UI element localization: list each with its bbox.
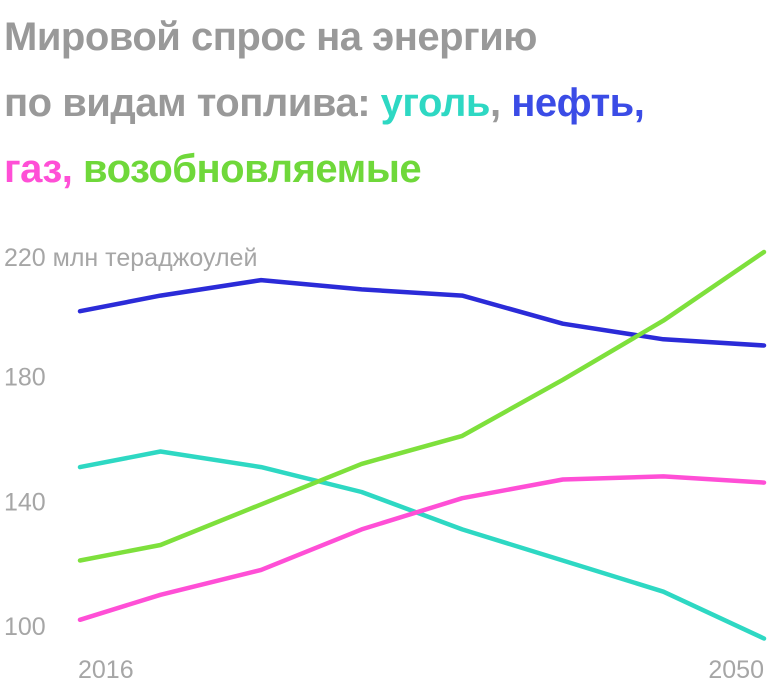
series-line-0 bbox=[77, 277, 767, 348]
title-series-oil: нефть bbox=[511, 81, 634, 125]
y-tick-label: 100 bbox=[4, 613, 46, 641]
y-tick-label: 180 bbox=[4, 364, 46, 392]
title-line2-prefix: по видам топлива: bbox=[4, 81, 381, 125]
y-axis-labels: 220 млн тераджоулей 100 140 180 bbox=[4, 244, 257, 641]
x-tick-label: 2050 bbox=[708, 656, 764, 684]
title-series-coal: уголь bbox=[380, 81, 491, 125]
series-line-1 bbox=[77, 449, 767, 641]
title-series-gas: газ bbox=[4, 147, 62, 191]
series-line-2 bbox=[77, 474, 767, 623]
y-axis-unit-label: 220 млн тераджоулей bbox=[4, 244, 257, 272]
x-axis-labels: 2016 2050 bbox=[78, 656, 764, 684]
title-series-renewables: возобновляемые bbox=[83, 147, 422, 191]
title-line1: Мировой спрос на энергию bbox=[4, 15, 537, 59]
y-tick-label: 140 bbox=[4, 488, 46, 516]
title-sep2: , bbox=[633, 81, 645, 125]
title-sep3: , bbox=[61, 147, 84, 191]
title-sep1: , bbox=[489, 81, 512, 125]
x-tick-label: 2016 bbox=[78, 656, 134, 684]
chart-title: Мировой спрос на энергию по видам топлив… bbox=[4, 4, 764, 202]
series-line-3 bbox=[77, 249, 767, 563]
series-lines bbox=[77, 249, 767, 641]
